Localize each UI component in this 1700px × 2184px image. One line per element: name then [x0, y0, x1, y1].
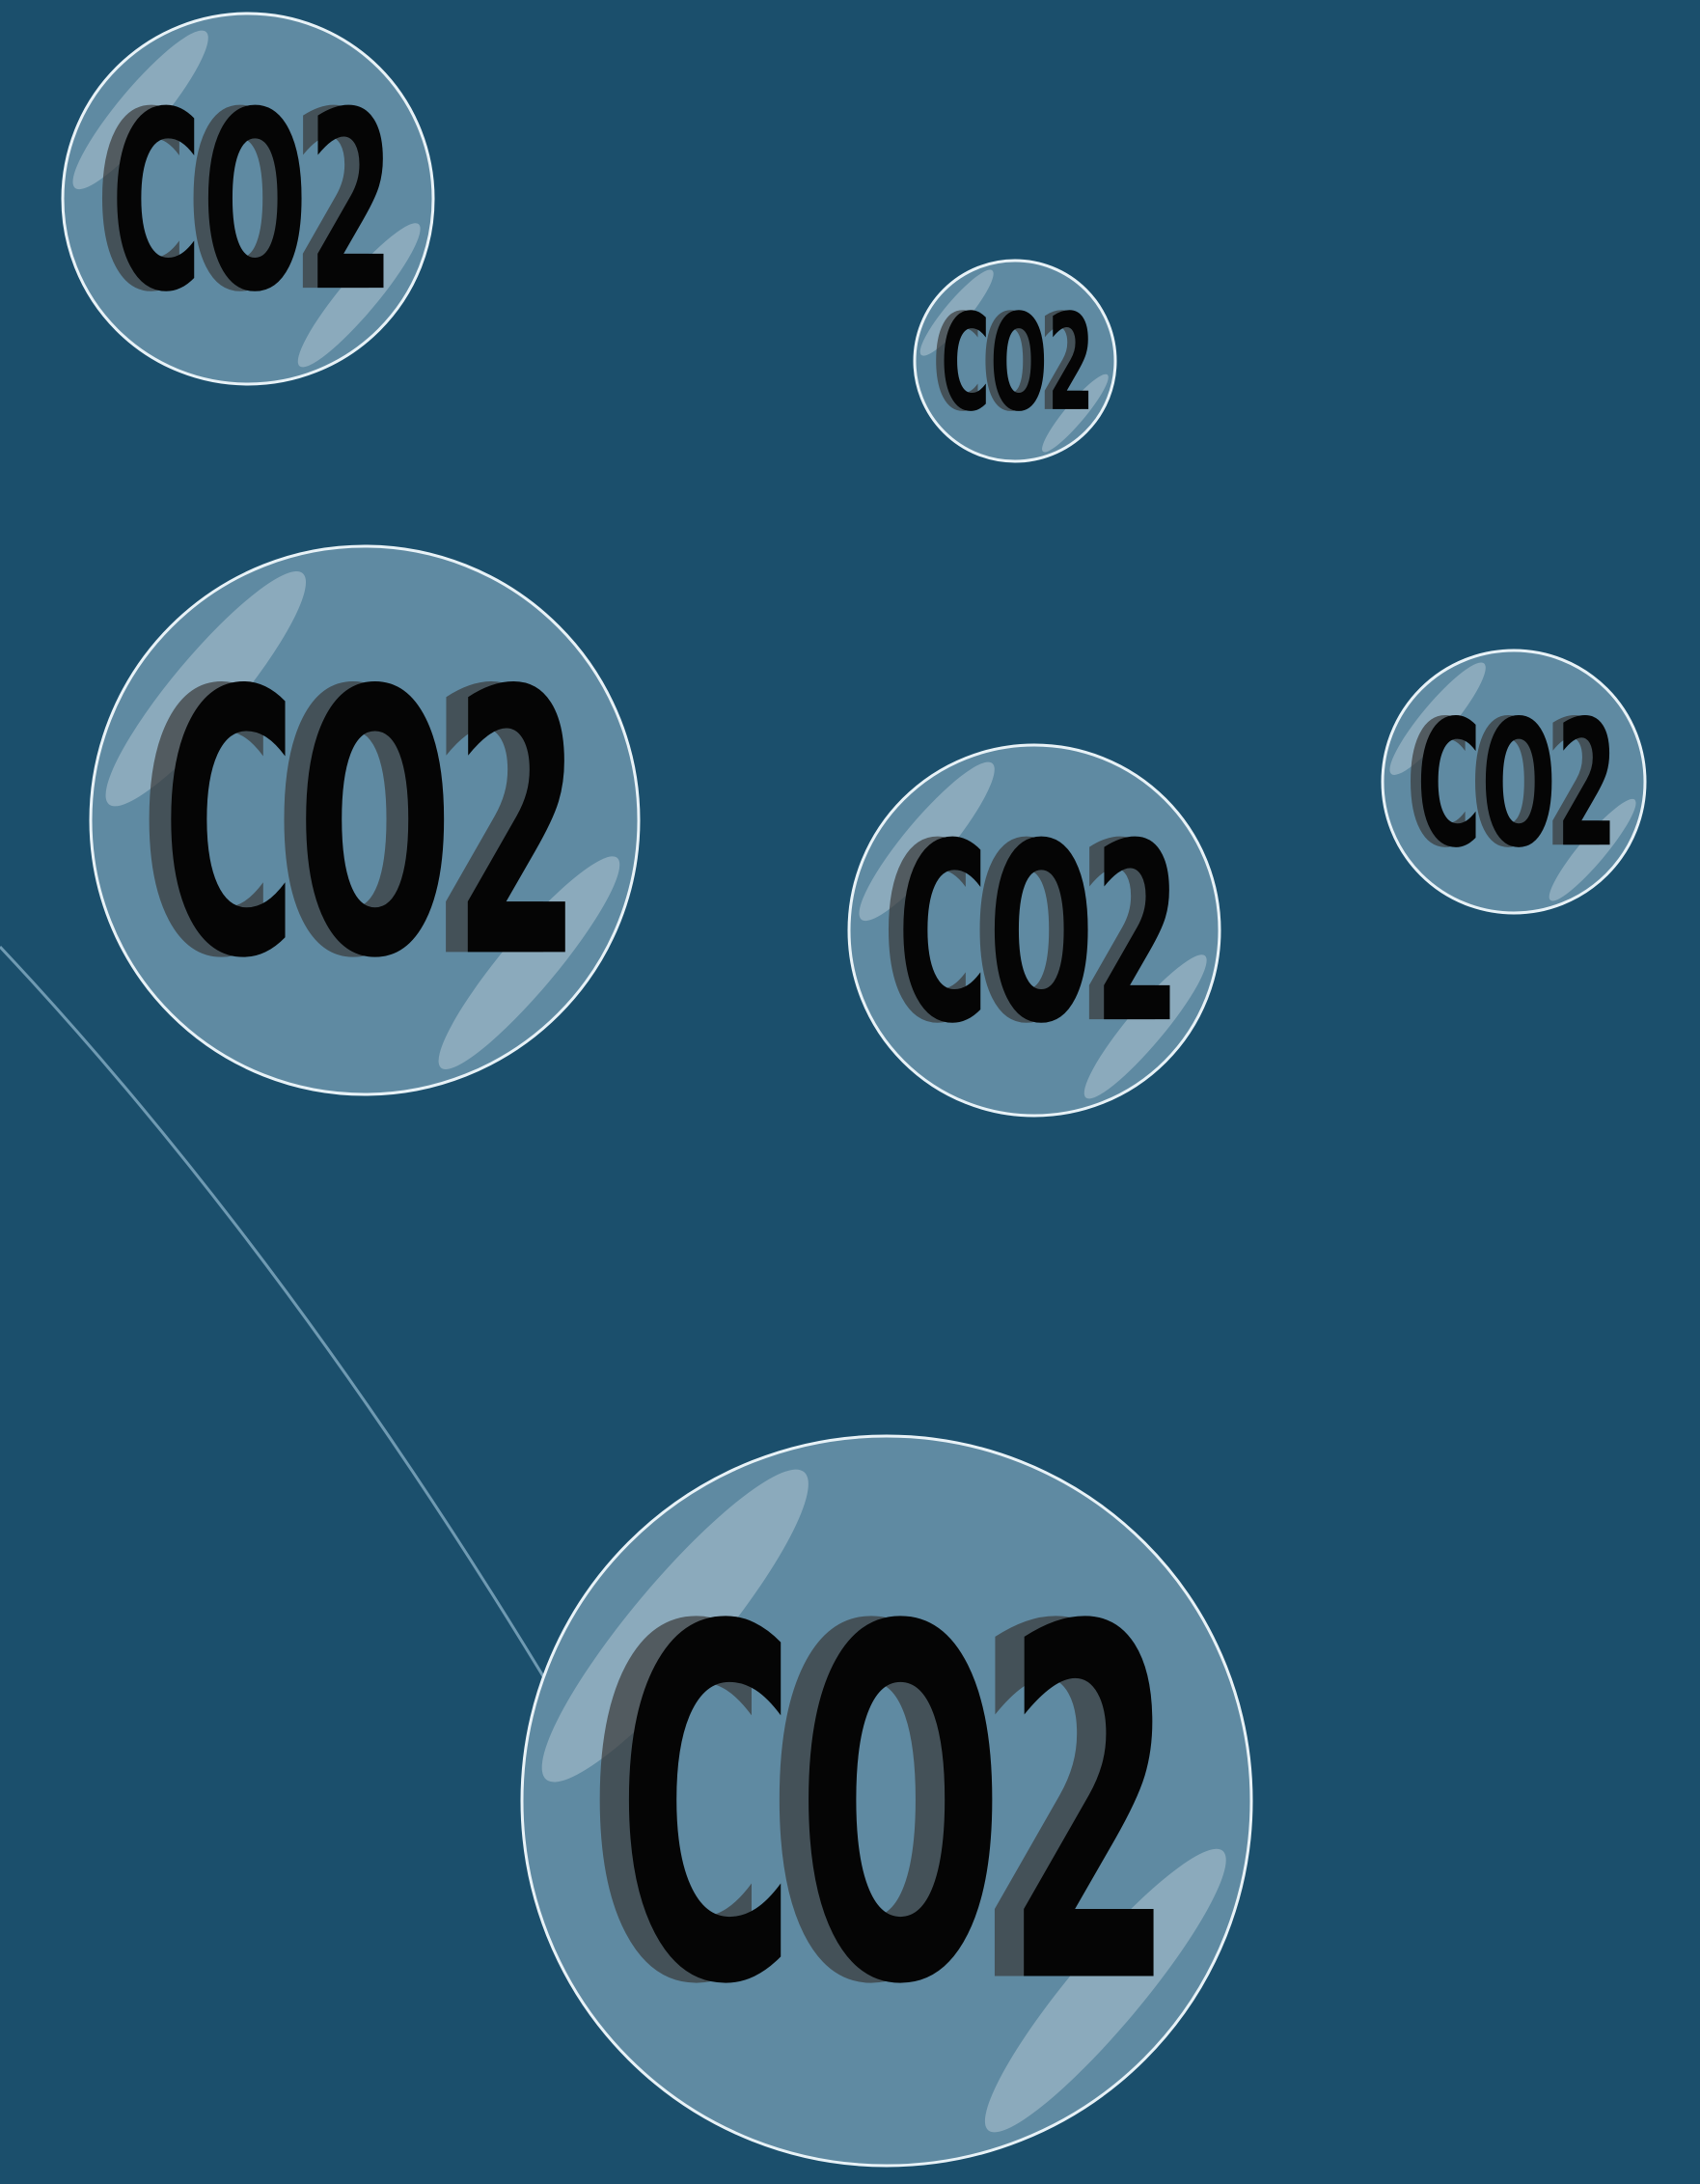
label-shadow: CO2	[96, 60, 380, 346]
bubble-label: CO2	[617, 1525, 1174, 2090]
label-shadow: CO2	[140, 614, 560, 1038]
label-shadow: CO2	[933, 286, 1086, 441]
bubble: CO2 CO2	[910, 259, 1117, 463]
bubble-label: CO2	[111, 60, 395, 346]
bubble-label: CO2	[1416, 682, 1617, 886]
bubble: CO2 CO2	[1380, 650, 1645, 913]
bubble-label: CO2	[897, 791, 1181, 1078]
curve-line	[0, 945, 559, 1700]
bubble: CO2 CO2	[58, 14, 433, 384]
bubble: CO2 CO2	[844, 745, 1220, 1116]
bubble-label: CO2	[162, 614, 582, 1038]
label-shadow: CO2	[588, 1525, 1145, 2090]
bubble-label: CO2	[941, 286, 1094, 441]
bubble: CO2 CO2	[512, 1436, 1251, 2166]
label-shadow: CO2	[883, 791, 1166, 1078]
label-shadow: CO2	[1406, 682, 1606, 886]
bubble: CO2 CO2	[84, 546, 639, 1094]
